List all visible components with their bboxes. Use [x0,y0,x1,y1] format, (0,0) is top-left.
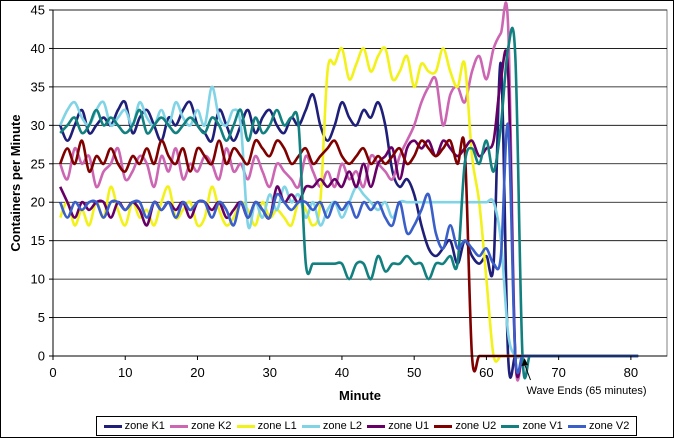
y-tick-label: 5 [38,310,45,325]
legend-swatch [501,424,520,428]
y-tick-label: 45 [31,3,45,18]
x-tick-label: 30 [262,365,276,380]
y-axis-title: Containers per Minute [8,114,23,251]
annotation: Wave Ends (65 minutes) [521,358,647,397]
annotation-arrow [524,363,531,381]
legend-swatch [434,424,453,428]
legend-item: zone L1 [236,420,297,432]
legend-item: zone U2 [434,420,496,432]
legend-item: zone L2 [301,420,363,432]
y-tick-label: 30 [31,118,45,133]
legend-item: zone K1 [103,420,165,432]
x-tick-label: 50 [407,365,421,380]
legend: zone K1 zone K2 zone L1 zone L2 zone U1 zone … [96,416,637,436]
legend-label: zone U2 [455,420,497,432]
legend-label: zone L1 [257,420,297,432]
x-tick-label: 60 [479,365,493,380]
legend-label: zone K1 [124,420,165,432]
legend-label: zone V2 [588,420,630,432]
y-tick-label: 15 [31,233,45,248]
y-tick-label: 10 [31,272,45,287]
x-axis-title: Minute [339,388,381,403]
legend-swatch [367,424,386,428]
line-chart: 0 5 10 15 20 25 30 35 40 45 0 10 20 30 40 50 60 70 80 Minu… [8,1,668,403]
legend-swatch [103,424,122,428]
legend-item: zone K2 [170,420,231,432]
x-tick-label: 70 [551,365,565,380]
x-tick-label: 0 [49,365,56,380]
y-tick-label: 25 [31,156,45,171]
annotation-label: Wave Ends (65 minutes) [527,385,647,397]
legend-item: zone V2 [567,420,630,432]
legend-item: zone V1 [501,420,563,432]
y-tick-label: 35 [31,79,45,94]
legend-item: zone U1 [367,420,429,432]
axes: 0 5 10 15 20 25 30 35 40 45 0 10 20 30 40 50 60 70 80 [31,3,667,380]
legend-label: zone L2 [322,420,363,432]
legend-label: zone U1 [388,420,430,432]
legend-swatch [170,424,189,428]
y-tick-label: 0 [38,349,45,364]
x-tick-label: 80 [624,365,638,380]
x-tick-label: 20 [190,365,204,380]
legend-label: zone K2 [191,420,232,432]
x-tick-label: 40 [335,365,349,380]
legend-swatch [236,424,255,428]
legend-swatch [567,424,586,428]
annotation-arrowhead [521,358,529,366]
y-tick-label: 20 [31,195,45,210]
legend-label: zone V1 [522,420,563,432]
legend-swatch [301,424,320,428]
y-tick-label: 40 [31,41,45,56]
gridlines [53,9,667,318]
x-tick-label: 10 [118,365,132,380]
